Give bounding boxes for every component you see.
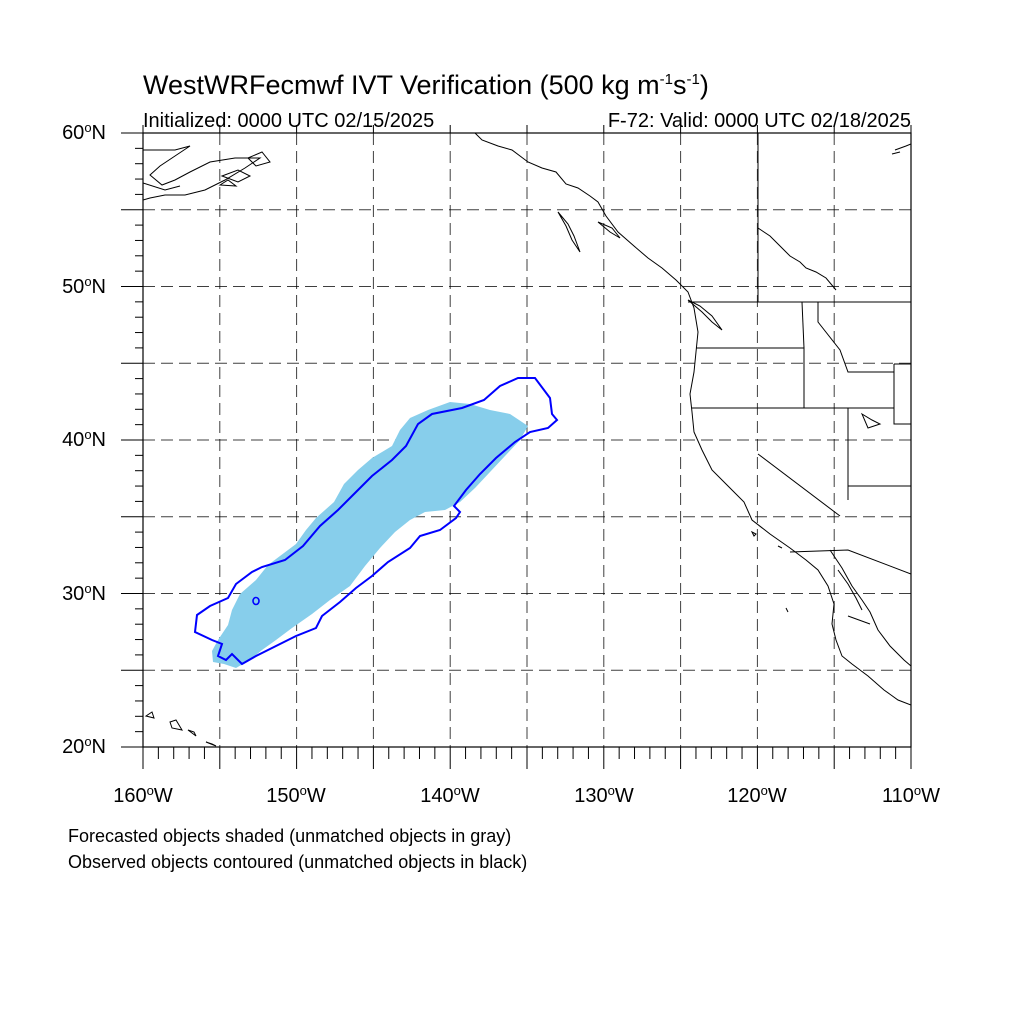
lon-label-140w: 140oW [420,783,480,807]
observed-ivt-contour [193,377,559,666]
lon-label-110w: 110oW [881,783,940,807]
forecast-ivt-object [212,402,528,668]
caption-forecast: Forecasted objects shaded (unmatched obj… [68,826,512,846]
lat-label-20n: 20oN [62,734,106,758]
coastlines [143,133,911,747]
lat-label-60n: 60oN [62,120,106,144]
valid-time: F-72: Valid: 0000 UTC 02/18/2025 [607,110,911,132]
observed-small-contour [252,596,260,606]
lon-label-130w: 130oW [574,783,634,807]
lon-label-160w: 160oW [113,783,173,807]
chart-title: WestWRFecmwf IVT Verification (500 kg m-… [143,70,709,100]
lat-label-30n: 30oN [62,581,106,605]
lon-label-120w: 120oW [727,783,787,807]
lat-label-50n: 50oN [62,274,106,298]
lon-label-150w: 150oW [266,783,326,807]
axis-ticks [121,125,912,769]
political-borders [688,133,911,625]
caption-observed: Observed objects contoured (unmatched ob… [68,852,528,872]
initialized-time: Initialized: 0000 UTC 02/15/2025 [143,110,435,132]
lat-label-40n: 40oN [62,427,106,451]
